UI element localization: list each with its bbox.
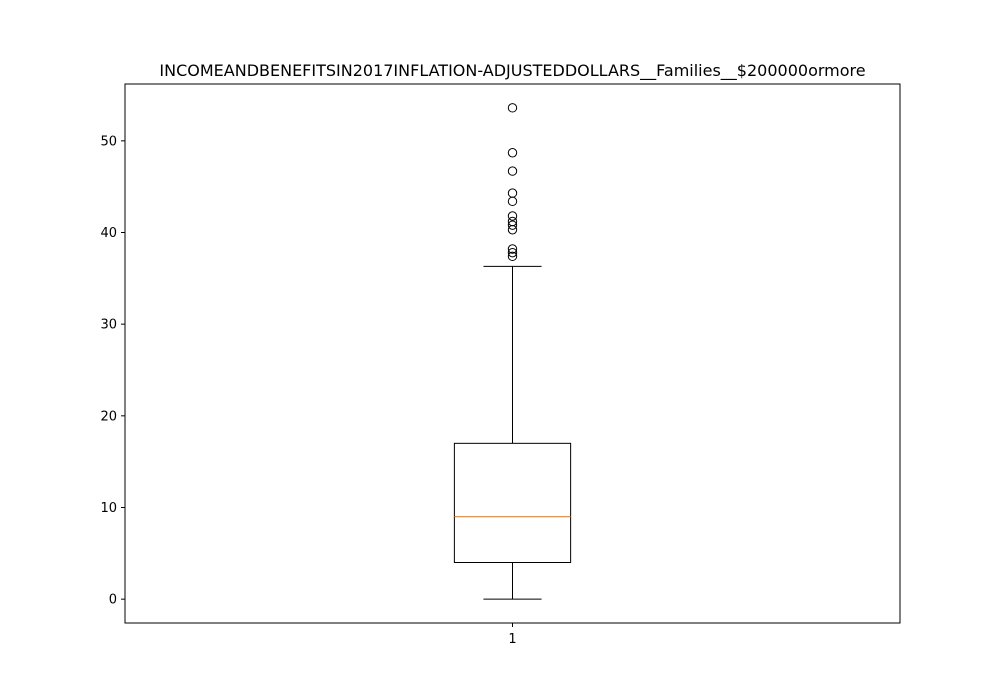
chart-title: INCOMEANDBENEFITSIN2017INFLATION-ADJUSTE… xyxy=(159,61,865,81)
y-tick-label: 50 xyxy=(100,134,117,149)
outlier-point xyxy=(507,247,518,258)
outlier-point xyxy=(507,188,518,198)
y-tick-label: 0 xyxy=(109,593,117,608)
outlier-point xyxy=(507,251,518,262)
x-axis: 1 xyxy=(508,623,517,647)
y-tick-label: 30 xyxy=(100,318,117,333)
outlier-point xyxy=(507,244,518,254)
outlier-point xyxy=(507,220,518,230)
outlier-point xyxy=(507,216,518,227)
y-tick-label: 20 xyxy=(100,409,117,424)
outlier-point xyxy=(507,196,518,207)
outlier-point xyxy=(507,103,518,113)
y-tick-label: 40 xyxy=(100,226,117,241)
iqr-box xyxy=(453,442,572,564)
outlier-point xyxy=(507,211,518,221)
outlier-point xyxy=(507,148,518,158)
outlier-point xyxy=(507,166,518,176)
box-series xyxy=(453,103,572,600)
x-tick-label: 1 xyxy=(508,632,516,647)
y-axis: 0 10 20 30 40 50 xyxy=(100,134,125,608)
y-tick-label: 10 xyxy=(100,501,117,516)
